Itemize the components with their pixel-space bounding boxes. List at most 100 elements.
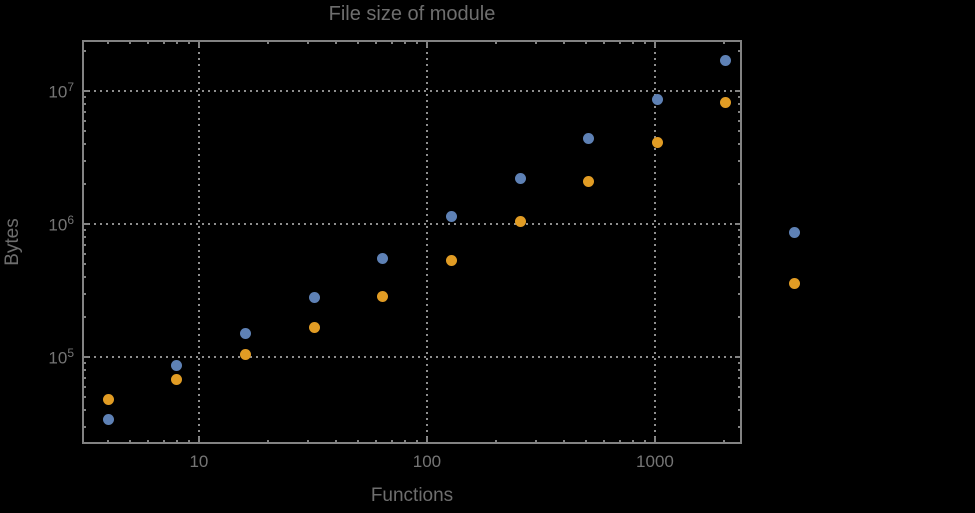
- point-orange-x128: [445, 255, 457, 267]
- point-orange-x2048: [720, 97, 732, 108]
- y-tick-exponent: 7: [67, 80, 74, 95]
- point-orange-x1024: [651, 137, 663, 149]
- y-tick-left: [82, 235, 86, 238]
- y-tick-exponent: 5: [67, 346, 74, 361]
- x-tick-top: [390, 40, 393, 44]
- x-tick-top: [722, 40, 725, 44]
- y-tick-left: [82, 362, 86, 365]
- point-blue-x512: [583, 132, 595, 144]
- point-orange-x4: [102, 393, 114, 405]
- x-tick-top: [643, 40, 646, 44]
- y-tick-left: [82, 130, 86, 133]
- x-tick-top: [603, 40, 606, 44]
- x-tick-top: [162, 40, 165, 44]
- x-tick-top: [534, 40, 537, 44]
- point-blue-x8: [171, 360, 183, 372]
- y-tick-left: [82, 50, 86, 52]
- x-tick-top: [653, 40, 656, 47]
- y-tick-left: [82, 252, 86, 255]
- x-tick-top: [585, 40, 588, 44]
- x-tick-top: [266, 40, 269, 44]
- gridline-horizontal-10e6: [82, 223, 742, 226]
- point-blue-x1024: [651, 93, 663, 105]
- y-tick-left: [82, 292, 86, 295]
- x-tick-top: [563, 40, 566, 44]
- x-tick-top: [175, 40, 178, 44]
- gridline-vertical-1000: [653, 40, 656, 444]
- y-tick-left: [82, 183, 86, 186]
- x-axis-label: Functions: [370, 485, 454, 506]
- gridline-horizontal-10e7: [82, 90, 742, 93]
- x-tick-bottom: [425, 437, 428, 444]
- gridline-horizontal-10e5: [82, 356, 742, 359]
- y-tick-left: [82, 119, 86, 122]
- x-tick-label-1000: 1000: [636, 452, 674, 471]
- point-blue-x4: [102, 413, 114, 425]
- y-tick-left: [82, 425, 86, 428]
- x-tick-top: [618, 40, 621, 44]
- y-tick-left: [82, 263, 86, 266]
- y-tick-left: [82, 316, 86, 319]
- y-tick-label-10e6: 106: [48, 213, 74, 235]
- point-orange-x32: [308, 322, 320, 334]
- y-tick-left: [82, 142, 86, 145]
- y-tick-left: [82, 229, 86, 232]
- x-tick-top: [335, 40, 338, 44]
- point-blue-x2048: [720, 54, 732, 66]
- x-tick-top: [494, 40, 497, 44]
- y-tick-left: [82, 159, 86, 162]
- x-tick-top: [357, 40, 360, 44]
- point-blue-x4096: [789, 227, 801, 239]
- x-tick-bottom: [197, 437, 200, 444]
- x-tick-top: [375, 40, 378, 44]
- x-tick-bottom: [653, 437, 656, 444]
- point-orange-x16: [239, 349, 251, 361]
- point-orange-x256: [514, 215, 526, 227]
- plot-frame: [82, 40, 742, 444]
- y-tick-left: [82, 90, 89, 93]
- y-tick-label-10e5: 105: [48, 346, 74, 368]
- y-tick-left: [82, 385, 86, 388]
- point-orange-x512: [583, 176, 595, 188]
- gridline-vertical-100: [425, 40, 428, 444]
- x-tick-top: [197, 40, 200, 47]
- y-tick-left: [82, 223, 89, 226]
- y-tick-label-10e7: 107: [48, 80, 74, 102]
- y-tick-left: [82, 368, 86, 371]
- y-tick-right: [735, 90, 742, 93]
- y-tick-left: [82, 396, 86, 399]
- point-blue-x64: [377, 253, 389, 265]
- x-tick-top: [187, 40, 190, 44]
- x-tick-top: [306, 40, 309, 44]
- point-orange-x8: [171, 373, 183, 385]
- y-tick-left: [82, 376, 86, 379]
- y-tick-exponent: 6: [67, 213, 74, 228]
- x-tick-label-10: 10: [189, 452, 209, 471]
- y-tick-left: [82, 275, 86, 278]
- x-tick-top: [415, 40, 418, 44]
- y-tick-left: [82, 96, 86, 99]
- x-tick-top: [107, 40, 110, 44]
- y-tick-left: [82, 243, 86, 246]
- point-orange-x64: [377, 291, 389, 303]
- x-tick-top: [403, 40, 406, 44]
- x-tick-top: [425, 40, 428, 47]
- point-orange-x4096: [789, 277, 801, 289]
- plot-title: File size of module: [328, 3, 496, 25]
- y-tick-right: [735, 356, 742, 359]
- y-tick-left: [82, 408, 86, 411]
- point-blue-x32: [308, 292, 320, 304]
- gridline-vertical-10: [197, 40, 200, 444]
- y-tick-left: [82, 110, 86, 113]
- point-blue-x16: [239, 328, 251, 340]
- point-blue-x128: [445, 211, 457, 223]
- x-tick-top: [631, 40, 634, 44]
- y-tick-left: [82, 102, 86, 105]
- y-tick-left: [82, 356, 89, 359]
- y-tick-right: [735, 223, 742, 226]
- point-blue-x256: [514, 173, 526, 184]
- x-tick-top: [147, 40, 150, 44]
- x-tick-top: [129, 40, 132, 44]
- x-tick-label-100: 100: [412, 452, 442, 471]
